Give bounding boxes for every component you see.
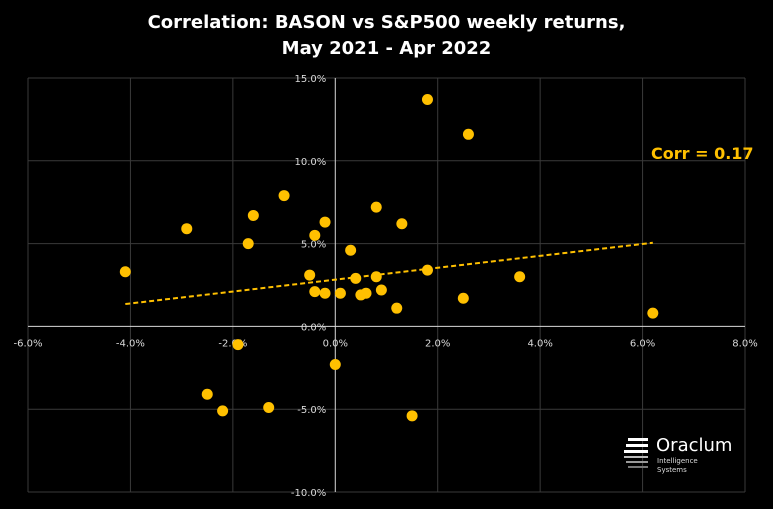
chart-title: Correlation: BASON vs S&P500 weekly retu… — [0, 10, 773, 62]
y-tick-label: -10.0% — [291, 488, 326, 499]
x-tick-label: -6.0% — [13, 338, 42, 349]
x-tick-label: 8.0% — [732, 338, 757, 349]
data-point — [263, 402, 275, 414]
data-point — [360, 287, 372, 299]
data-point — [319, 287, 331, 299]
data-point — [119, 266, 131, 278]
data-point — [247, 209, 259, 221]
data-point — [329, 358, 341, 370]
correlation-annotation: Corr = 0.17 — [651, 144, 754, 163]
data-point — [370, 201, 382, 213]
axes — [28, 78, 745, 492]
x-tick-label: 2.0% — [425, 338, 450, 349]
chart-title-line-1: Correlation: BASON vs S&P500 weekly retu… — [147, 12, 626, 33]
data-point — [309, 286, 321, 298]
x-tick-label: -4.0% — [116, 338, 145, 349]
data-point — [396, 218, 408, 230]
data-point — [514, 271, 526, 283]
y-tick-label: 15.0% — [295, 74, 327, 85]
data-point — [391, 302, 403, 314]
y-tick-label: 10.0% — [295, 157, 327, 168]
data-point — [421, 264, 433, 276]
data-point — [375, 284, 387, 296]
data-point — [406, 410, 418, 422]
data-point — [242, 238, 254, 250]
data-point — [181, 223, 193, 235]
data-point — [462, 128, 474, 140]
data-point — [201, 388, 213, 400]
data-point — [647, 307, 659, 319]
data-point — [309, 229, 321, 241]
data-point — [457, 292, 469, 304]
data-point — [319, 216, 331, 228]
data-point — [304, 269, 316, 281]
data-point — [345, 244, 357, 256]
logo-name: Oraclum — [656, 435, 733, 456]
chart-title-line-2: May 2021 - Apr 2022 — [281, 38, 492, 59]
y-tick-label: 5.0% — [301, 240, 326, 251]
x-tick-label: 0.0% — [323, 338, 348, 349]
logo-tagline-2: Systems — [657, 466, 687, 474]
data-point — [278, 190, 290, 202]
y-tick-label: -5.0% — [297, 405, 326, 416]
data-point — [232, 339, 244, 351]
trendline — [125, 241, 653, 306]
data-points — [119, 94, 659, 422]
data-point — [370, 271, 382, 283]
grid-lines — [27, 77, 746, 493]
y-tick-label: 0.0% — [301, 322, 326, 333]
data-point — [350, 272, 362, 284]
logo-mark-icon — [624, 438, 648, 468]
data-point — [334, 287, 346, 299]
data-point — [421, 94, 433, 106]
logo-tagline-1: Intelligence — [657, 457, 698, 465]
oraclum-logo: Oraclum Intelligence Systems — [622, 436, 752, 478]
x-tick-label: 6.0% — [630, 338, 655, 349]
data-point — [217, 405, 229, 417]
trendline-line — [125, 241, 653, 306]
x-tick-label: 4.0% — [527, 338, 552, 349]
